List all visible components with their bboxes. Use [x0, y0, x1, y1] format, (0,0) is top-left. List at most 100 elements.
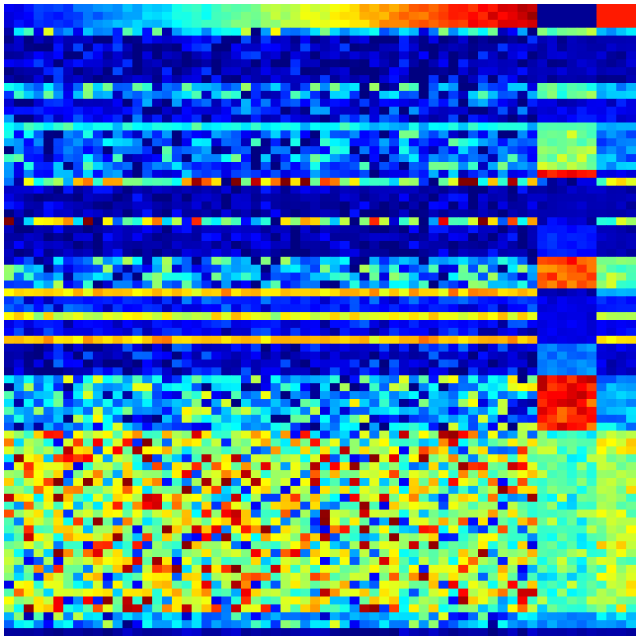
heatmap-cell — [616, 43, 627, 52]
heatmap-cell — [320, 304, 331, 313]
heatmap-cell — [497, 454, 509, 463]
heatmap-cell — [507, 177, 519, 187]
heatmap-cell — [310, 233, 321, 242]
heatmap-cell — [329, 67, 341, 76]
heatmap-cell — [43, 351, 54, 360]
heatmap-cell — [23, 169, 35, 179]
heatmap-cell — [241, 320, 252, 329]
heatmap-cell — [290, 462, 301, 471]
heatmap-cell — [162, 83, 173, 92]
heatmap-cell — [162, 422, 173, 432]
heatmap-cell — [181, 612, 193, 621]
heatmap-cell — [102, 122, 114, 131]
heatmap-cell — [487, 470, 499, 479]
heatmap-cell — [537, 454, 548, 463]
heatmap-cell — [329, 414, 341, 424]
heatmap-cell — [132, 446, 143, 455]
heatmap-cell — [260, 580, 272, 590]
heatmap-cell — [53, 351, 64, 360]
heatmap-cell — [181, 304, 193, 313]
heatmap-cell — [320, 248, 331, 258]
heatmap-cell — [487, 27, 499, 37]
heatmap-cell — [162, 509, 173, 518]
heatmap-cell — [83, 264, 94, 274]
heatmap-cell — [171, 375, 183, 384]
heatmap-cell — [102, 375, 114, 384]
heatmap-cell — [73, 233, 84, 242]
heatmap-cell — [241, 446, 252, 455]
heatmap-cell — [171, 280, 183, 289]
heatmap-cell — [53, 470, 64, 479]
heatmap-cell — [557, 51, 568, 60]
heatmap-cell — [43, 154, 54, 163]
heatmap-cell — [231, 406, 242, 416]
heatmap-cell — [4, 162, 15, 171]
heatmap-cell — [231, 130, 242, 139]
heatmap-cell — [339, 154, 351, 163]
heatmap-cell — [458, 288, 469, 297]
heatmap-cell — [596, 312, 607, 321]
heatmap-cell — [270, 493, 282, 503]
heatmap-cell — [231, 351, 242, 360]
heatmap-cell — [53, 501, 64, 511]
heatmap-cell — [162, 264, 173, 274]
heatmap-cell — [142, 130, 153, 139]
heatmap-cell — [596, 59, 607, 68]
heatmap-cell — [359, 478, 370, 487]
heatmap-cell — [537, 572, 548, 582]
heatmap-cell — [250, 446, 262, 455]
heatmap-cell — [280, 367, 291, 376]
heatmap-cell — [310, 399, 321, 408]
heatmap-cell — [33, 596, 45, 605]
heatmap-cell — [33, 256, 45, 266]
heatmap-cell — [162, 383, 173, 392]
heatmap-cell — [23, 596, 35, 605]
heatmap-cell — [507, 462, 519, 471]
heatmap-cell — [359, 98, 370, 108]
heatmap-cell — [211, 162, 222, 171]
heatmap-cell — [33, 122, 45, 131]
heatmap-cell — [280, 320, 291, 329]
heatmap-cell — [566, 588, 578, 597]
heatmap-cell — [73, 414, 84, 424]
heatmap-cell — [260, 612, 272, 621]
heatmap-cell — [290, 233, 301, 242]
heatmap-cell — [33, 233, 45, 242]
heatmap-cell — [300, 470, 311, 479]
heatmap-cell — [517, 391, 528, 400]
heatmap-cell — [201, 83, 212, 92]
heatmap-cell — [349, 612, 361, 621]
heatmap-cell — [468, 217, 479, 226]
heatmap-cell — [586, 304, 598, 313]
heatmap-cell — [329, 162, 341, 171]
heatmap-cell — [112, 169, 124, 179]
heatmap-cell — [231, 83, 242, 92]
heatmap-cell — [478, 588, 489, 597]
heatmap-cell — [211, 517, 222, 526]
heatmap-cell — [132, 11, 143, 21]
heatmap-cell — [557, 106, 568, 116]
heatmap-cell — [162, 177, 173, 187]
heatmap-cell — [408, 399, 420, 408]
heatmap-cell — [260, 351, 272, 360]
heatmap-cell — [63, 154, 74, 163]
heatmap-cell — [122, 454, 133, 463]
heatmap-cell — [320, 604, 331, 613]
heatmap-cell — [497, 280, 509, 289]
heatmap-cell — [606, 454, 617, 463]
heatmap-cell — [280, 572, 291, 582]
heatmap-cell — [379, 272, 390, 281]
heatmap-cell — [241, 169, 252, 179]
heatmap-cell — [33, 35, 45, 44]
heatmap-cell — [122, 75, 133, 84]
heatmap-cell — [399, 233, 410, 242]
heatmap-cell — [73, 248, 84, 258]
heatmap-cell — [162, 185, 173, 195]
heatmap-cell — [320, 83, 331, 92]
heatmap-cell — [162, 193, 173, 202]
heatmap-cell — [438, 162, 449, 171]
heatmap-cell — [23, 430, 35, 439]
heatmap-cell — [53, 59, 64, 68]
heatmap-cell — [418, 75, 430, 84]
heatmap-cell — [83, 580, 94, 590]
